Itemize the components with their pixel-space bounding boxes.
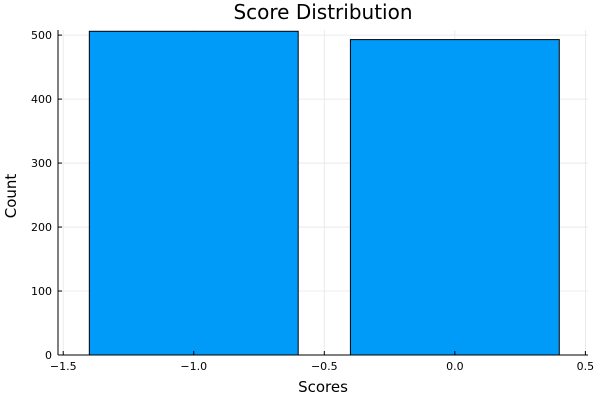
- bar-0: [88, 30, 299, 356]
- x-tick-label-1: −1.0: [180, 360, 207, 373]
- x-tick-label-3: 0.0: [446, 360, 464, 373]
- y-tick-label-3: 300: [31, 157, 52, 170]
- chart-title: Score Distribution: [233, 0, 412, 24]
- y-tick-label-1: 100: [31, 285, 52, 298]
- y-tick-label-0: 0: [45, 349, 52, 362]
- ticks: −1.5 −1.0 −0.5 0.0 0.5 0 100 200 300 400 500: [31, 29, 594, 373]
- y-tick-label-4: 400: [31, 93, 52, 106]
- x-axis-label: Scores: [298, 378, 348, 396]
- axes: [57, 30, 588, 356]
- x-tick-label-2: −0.5: [311, 360, 338, 373]
- bars: [88, 30, 560, 356]
- y-tick-label-2: 200: [31, 221, 52, 234]
- y-axis-label: Count: [2, 174, 20, 219]
- x-tick-label-0: −1.5: [50, 360, 77, 373]
- y-tick-label-5: 500: [31, 29, 52, 42]
- bar-1: [349, 39, 560, 356]
- x-tick-label-4: 0.5: [577, 360, 595, 373]
